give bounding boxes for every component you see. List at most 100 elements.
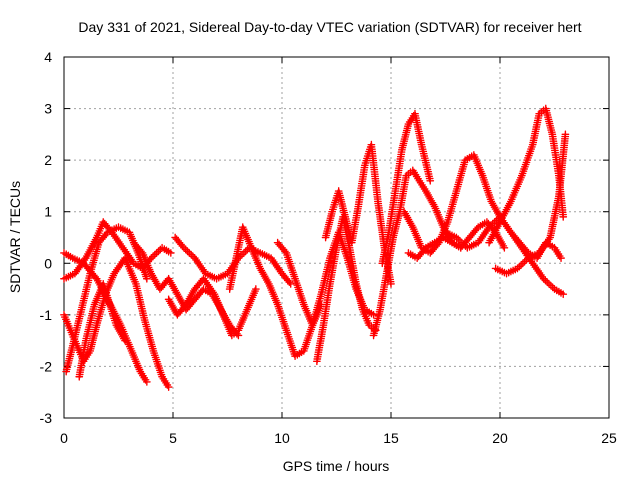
trace-markers — [441, 234, 454, 246]
trace-markers — [279, 271, 294, 287]
trace-markers — [497, 199, 514, 224]
trace-markers — [283, 251, 299, 281]
x-tick-label: 0 — [60, 430, 68, 446]
trace-markers — [555, 132, 570, 198]
trace-markers — [139, 251, 155, 276]
trace-markers — [204, 270, 219, 282]
trace-markers — [410, 168, 422, 183]
trace-markers — [150, 349, 166, 379]
trace-markers — [61, 313, 74, 332]
data-point — [387, 280, 395, 288]
trace-markers — [93, 292, 109, 327]
data-point — [557, 254, 565, 263]
trace-markers — [201, 286, 214, 297]
trace-markers — [404, 168, 415, 178]
trace-markers — [354, 163, 369, 209]
trace-markers — [488, 199, 503, 219]
trace-markers — [544, 240, 557, 251]
series-sat-c — [62, 223, 151, 376]
y-tick-label: 2 — [44, 152, 52, 168]
trace-markers — [181, 245, 197, 261]
trace-markers — [537, 106, 548, 116]
x-tick-label: 20 — [492, 430, 508, 446]
trace-markers — [508, 230, 523, 245]
trace-markers — [444, 189, 460, 224]
y-axis: -3 -2 -1 0 1 2 3 4 — [40, 49, 609, 426]
series-sat-p — [404, 218, 509, 263]
data-point — [121, 336, 129, 345]
trace-markers — [100, 219, 115, 235]
y-tick-label: 3 — [44, 101, 52, 117]
trace-markers — [230, 328, 241, 338]
series-sat-q — [441, 212, 568, 299]
trace-markers — [551, 246, 564, 260]
series-sat-n — [378, 109, 435, 268]
trace-markers — [414, 245, 429, 261]
trace-markers — [370, 307, 384, 338]
trace-markers — [128, 349, 144, 374]
data-point — [166, 249, 175, 257]
trace-markers — [479, 173, 495, 204]
trace-markers — [141, 318, 157, 353]
trace-markers — [507, 173, 525, 204]
trace-markers — [335, 189, 349, 219]
trace-markers — [424, 240, 437, 251]
trace-markers — [62, 270, 77, 282]
trace-markers — [201, 276, 217, 297]
trace-markers — [214, 270, 230, 282]
trace-markers — [383, 235, 397, 276]
trace-markers — [526, 250, 539, 261]
data-point — [559, 212, 568, 221]
trace-markers — [322, 210, 336, 240]
trace-markers — [431, 204, 447, 229]
trace-markers — [300, 323, 316, 353]
x-axis-label: GPS time / hours — [283, 458, 390, 474]
data-point — [559, 290, 568, 299]
trace-markers — [183, 287, 198, 307]
trace-markers — [116, 224, 132, 236]
trace-markers — [542, 106, 556, 137]
trace-markers — [174, 302, 189, 317]
trace-markers — [137, 369, 150, 384]
x-tick-label: 5 — [169, 430, 177, 446]
trace-markers — [131, 240, 145, 256]
trace-markers — [62, 250, 75, 261]
trace-markers — [109, 230, 126, 250]
data-point — [561, 130, 570, 139]
trace-markers — [78, 272, 94, 312]
trace-markers — [348, 204, 362, 245]
trace-markers — [248, 246, 264, 271]
trace-markers — [192, 256, 209, 276]
trace-markers — [113, 323, 128, 343]
trace-markers — [504, 265, 520, 277]
trace-markers — [132, 282, 148, 322]
trace-markers — [62, 344, 77, 374]
trace-markers — [423, 189, 438, 209]
trace-markers — [319, 282, 334, 327]
trace-markers — [86, 241, 103, 276]
trace-markers — [317, 256, 334, 296]
data-point — [500, 243, 509, 252]
trace-markers — [265, 282, 281, 307]
y-tick-label: 0 — [44, 255, 52, 271]
trace-markers — [244, 287, 259, 312]
trace-markers — [83, 235, 100, 260]
trace-markers — [106, 302, 120, 327]
y-tick-label: -2 — [40, 358, 53, 374]
trace-markers — [149, 245, 165, 261]
trace-markers — [160, 245, 173, 256]
trace-markers — [385, 189, 399, 234]
trace-markers — [172, 235, 187, 250]
trace-markers — [475, 225, 492, 245]
trace-markers — [470, 153, 486, 178]
x-tick-label: 25 — [601, 430, 617, 446]
trace-markers — [376, 272, 391, 312]
trace-markers — [75, 339, 90, 379]
trace-markers — [406, 250, 419, 261]
trace-markers — [275, 240, 289, 256]
trace-markers — [82, 302, 98, 343]
trace-markers — [398, 122, 412, 152]
series-sat-d — [60, 218, 175, 283]
trace-markers — [165, 276, 181, 297]
